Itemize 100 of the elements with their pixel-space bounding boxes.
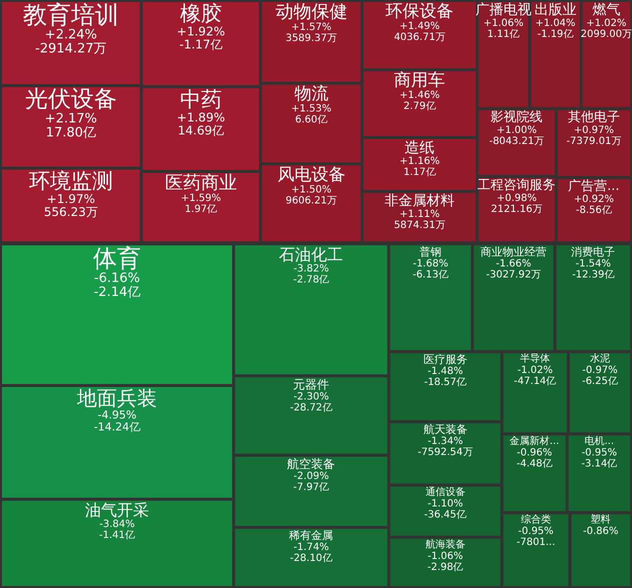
text: 4036.71万: [394, 32, 446, 43]
text: -6.25亿: [582, 376, 618, 388]
data-label: -3.84%: [99, 518, 135, 530]
data-label: -0.95%: [518, 526, 554, 538]
text: -7801...: [516, 537, 556, 548]
category-label: 半导体: [520, 352, 550, 365]
data-label: -1.74%: [293, 542, 329, 553]
category-label: 综合类: [520, 514, 551, 526]
data-label: -1.68%: [412, 258, 448, 270]
data-label: +1.11%: [400, 208, 440, 220]
category-label: 油气开采: [85, 500, 150, 520]
data-label: +1.04%: [535, 18, 576, 29]
data-label: +1.59%: [180, 193, 221, 204]
data-label: -1.02%: [517, 365, 553, 376]
data-label: +2.24%: [44, 28, 98, 42]
category-label: 医疗服务: [423, 353, 468, 366]
text: -47.14亿: [514, 376, 556, 388]
category-label: 动物保健: [275, 2, 348, 22]
text: 14.69亿: [178, 124, 224, 138]
category-label: 光伏设备: [24, 86, 117, 113]
category-label: 通信设备: [425, 486, 466, 498]
data-label: +1.06%: [483, 18, 524, 29]
category-label: 医药商业: [164, 172, 237, 194]
category-label: 体育: [93, 244, 142, 272]
text: 2099.00万: [580, 29, 632, 40]
data-label: +1.92%: [176, 24, 225, 38]
category-label: 出版业: [534, 2, 576, 18]
text: -2.78亿: [293, 274, 330, 286]
category-label: 消费电子: [571, 245, 616, 258]
category-label: 航海装备: [425, 538, 466, 550]
data-label: -1.10%: [428, 498, 463, 510]
data-label: -3.82%: [293, 263, 329, 274]
text: -2914.27万: [35, 42, 107, 56]
category-label: 物流: [294, 84, 328, 104]
text: -1.17亿: [179, 38, 222, 52]
category-label: 其他电子: [568, 110, 620, 126]
text: 2121.16万: [491, 204, 542, 215]
category-label: 水泥: [590, 352, 610, 365]
text: -7592.54万: [418, 447, 473, 458]
text: -7.97亿: [293, 482, 330, 493]
text: -7379.01万: [566, 136, 622, 148]
category-label: 环保设备: [386, 2, 454, 22]
category-label: 商业物业经营: [480, 245, 547, 258]
category-label: 地面兵装: [76, 386, 158, 410]
text: -2.98亿: [427, 562, 464, 573]
text: 3589.37万: [286, 33, 337, 44]
data-label: +1.53%: [291, 104, 332, 115]
data-label: -1.54%: [576, 258, 611, 270]
text: 17.80亿: [46, 126, 96, 141]
data-label: +1.46%: [400, 90, 440, 102]
text: -1.19亿: [537, 29, 574, 40]
text: -8.56亿: [576, 205, 612, 216]
data-label: +1.49%: [400, 21, 440, 32]
text: -6.13亿: [412, 269, 448, 280]
category-label: 风电设备: [277, 164, 346, 185]
text: -3027.92万: [486, 269, 542, 280]
category-label: 环境监测: [28, 169, 113, 194]
category-label: 燃气: [592, 2, 620, 18]
data-label: +1.97%: [46, 192, 95, 206]
text: -8043.21万: [489, 136, 544, 148]
data-label: +1.00%: [496, 125, 537, 136]
category-label: 金属新材...: [510, 434, 560, 447]
data-label: -0.97%: [582, 365, 618, 376]
data-label: +0.98%: [496, 192, 537, 204]
text: 1.97亿: [184, 204, 218, 216]
data-label: -2.09%: [293, 470, 329, 482]
data-label: -6.16%: [94, 270, 140, 286]
category-label: 电机...: [584, 434, 614, 447]
data-label: -0.95%: [582, 447, 617, 458]
data-label: +1.02%: [586, 18, 626, 29]
data-label: +1.89%: [176, 110, 225, 125]
text: 5874.31万: [394, 220, 446, 231]
text: 556.23万: [44, 205, 98, 220]
data-label: -2.30%: [293, 391, 329, 402]
category-label: 橡胶: [180, 2, 222, 26]
category-label: 元器件: [293, 377, 330, 392]
text: -18.57亿: [424, 377, 466, 388]
text: 1.11亿: [487, 29, 520, 40]
data-label: -1.48%: [428, 366, 463, 378]
category-label: 工程咨询服务: [478, 178, 556, 193]
data-label: -1.34%: [428, 436, 463, 448]
text: -28.72亿: [290, 402, 332, 414]
data-label: +1.16%: [400, 156, 440, 168]
text: 1.17亿: [403, 167, 436, 178]
category-label: 塑料: [590, 514, 611, 526]
text: -1.41亿: [99, 530, 135, 541]
category-label: 影视院线: [490, 110, 543, 126]
data-label: +0.92%: [574, 194, 614, 206]
category-label: 稀有金属: [289, 528, 334, 542]
data-label: -1.06%: [428, 550, 463, 562]
text: -2.14亿: [94, 284, 140, 300]
data-label: +1.57%: [291, 22, 332, 33]
data-label: -4.95%: [98, 408, 137, 422]
text: -14.24亿: [94, 420, 140, 434]
data-label: +1.50%: [291, 184, 332, 196]
data-label: -0.86%: [583, 526, 618, 538]
data-label: +2.17%: [44, 112, 98, 127]
category-label: 航空装备: [287, 456, 336, 471]
text: 2.79亿: [403, 101, 436, 112]
category-label: 教育培训: [22, 1, 119, 29]
